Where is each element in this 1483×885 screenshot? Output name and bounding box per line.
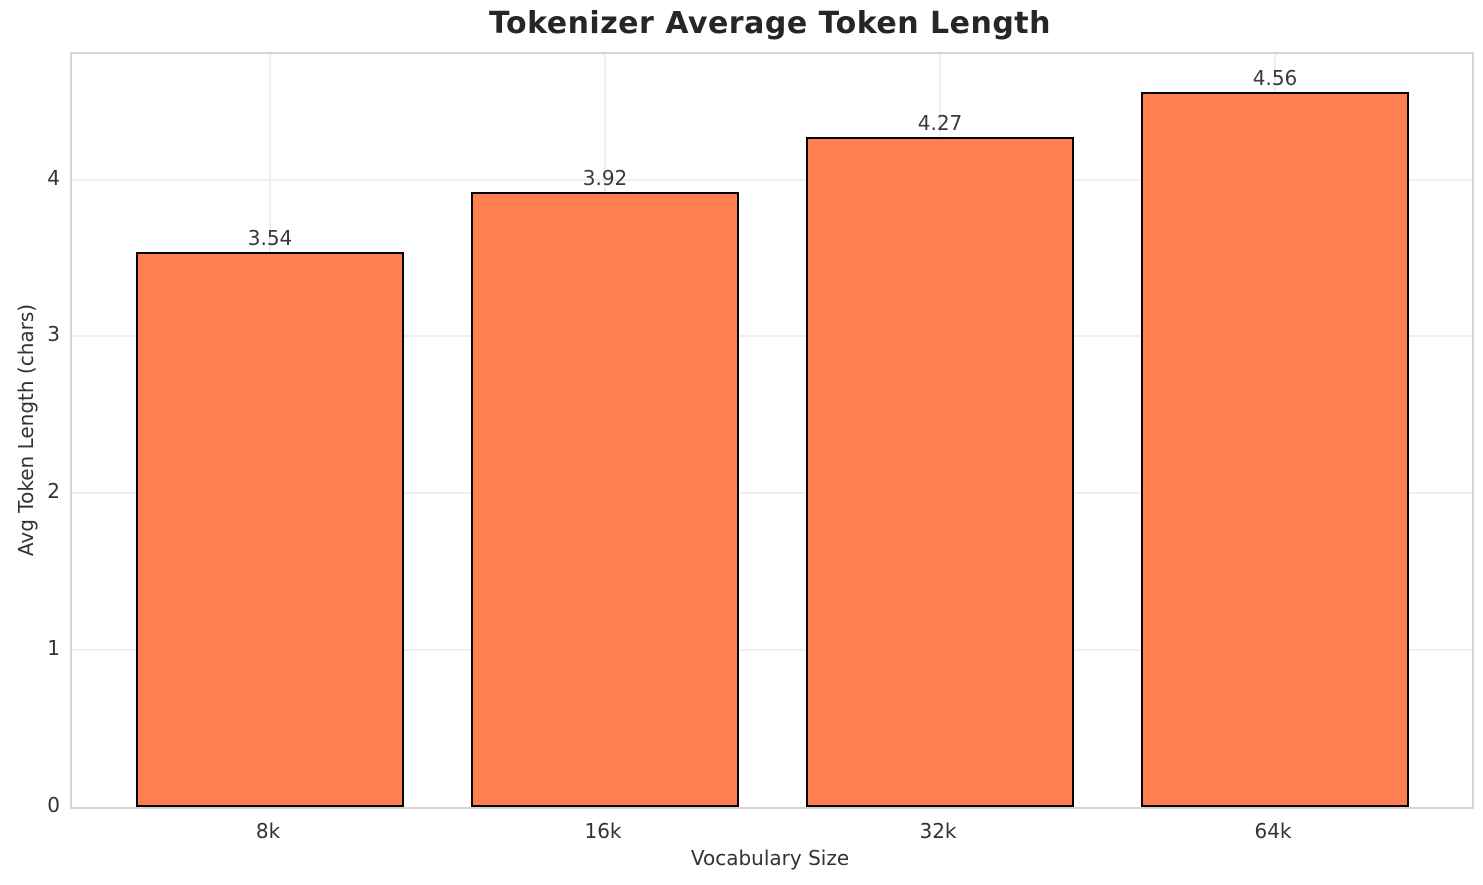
bar-value-label: 4.27 [917,111,963,136]
bar-32k [806,137,1074,807]
gridline-h [72,335,1472,338]
y-tick-label: 3 [47,322,60,347]
chart-title: Tokenizer Average Token Length [488,6,1051,41]
y-tick-label: 2 [47,479,60,504]
y-tick-label: 0 [47,793,60,817]
x-tick-label: 16k [584,819,622,843]
y-tick-label: 1 [47,636,60,661]
bar-64k [1141,91,1409,807]
x-tick-label: 8k [255,819,281,843]
bar-value-label: 3.92 [582,166,628,191]
x-tick-label: 64k [1254,819,1292,843]
gridline-h [72,178,1472,181]
plot-area: 3.54 3.92 4.27 4.56 [70,52,1474,809]
x-axis-label: Vocabulary Size [690,846,850,870]
bar-8k [136,251,404,807]
bar-16k [471,192,739,807]
gridline-h [72,649,1472,652]
bar-value-label: 4.56 [1252,65,1298,90]
gridline-h [72,492,1472,495]
bar-value-label: 3.54 [247,225,293,250]
y-tick-label: 4 [47,165,60,190]
x-tick-label: 32k [919,819,957,843]
